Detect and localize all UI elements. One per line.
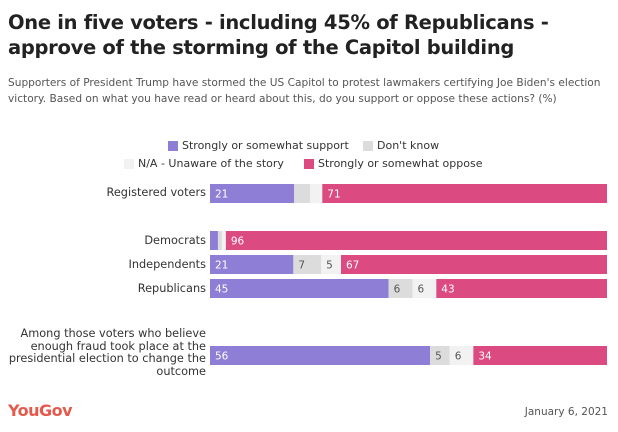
bar-support-0	[210, 184, 295, 203]
bar-oppose-1	[225, 231, 607, 250]
legend: Strongly or somewhat support Don't know …	[0, 138, 618, 172]
bar-na-1	[221, 231, 226, 250]
data-label-support-3: 45	[215, 284, 228, 296]
bar-dont-know-4	[430, 346, 450, 365]
bar-dont-know-0	[294, 184, 311, 203]
data-label-oppose-2: 67	[346, 260, 359, 272]
bar-support-1	[210, 231, 218, 250]
data-label-dont-know-3: 6	[394, 284, 401, 296]
publish-date: January 6, 2021	[524, 406, 608, 418]
data-label-oppose-4: 34	[478, 351, 492, 363]
legend-swatch-oppose	[304, 158, 314, 169]
category-label-registered-voters: Registered voters	[106, 186, 206, 199]
bar-support-2	[210, 255, 294, 274]
bar-dont-know-2	[293, 255, 322, 274]
data-label-support-2: 21	[215, 260, 228, 272]
yougov-logo: YouGov	[8, 401, 73, 420]
legend-label-na: N/A - Unaware of the story	[138, 157, 284, 170]
data-label-na-3: 6	[417, 284, 424, 296]
data-label-dont-know-4: 5	[435, 351, 442, 363]
chart-subtitle: Supporters of President Trump have storm…	[8, 77, 601, 105]
chart-title: One in five voters - including 45% of Re…	[8, 11, 549, 59]
bar-na-4	[449, 346, 474, 365]
bar-support-4	[210, 346, 431, 365]
bar-dont-know-3	[388, 279, 413, 298]
bar-na-2	[321, 255, 342, 274]
legend-label-dont-know: Don't know	[377, 139, 440, 152]
legend-label-support: Strongly or somewhat support	[182, 139, 349, 152]
data-label-oppose-1: 96	[231, 236, 245, 248]
legend-item-oppose: Strongly or somewhat oppose	[304, 157, 482, 170]
legend-item-dont-know: Don't know	[363, 139, 439, 152]
category-label-republicans: Republicans	[137, 282, 206, 295]
bar-support-3	[210, 279, 389, 298]
legend-swatch-na	[124, 158, 134, 169]
data-label-na-4: 6	[455, 351, 462, 363]
category-label-independents: Independents	[128, 258, 207, 271]
data-label-dont-know-2: 7	[298, 260, 305, 272]
data-label-oppose-0: 71	[327, 189, 340, 201]
legend-swatch-support	[168, 140, 178, 151]
bar-oppose-2	[341, 255, 607, 274]
legend-item-na: N/A - Unaware of the story	[124, 157, 284, 170]
bar-oppose-3	[436, 279, 607, 298]
legend-label-oppose: Strongly or somewhat oppose	[318, 157, 483, 170]
bar-oppose-4	[473, 346, 607, 365]
data-label-na-2: 5	[326, 260, 333, 272]
data-label-support-4: 56	[215, 351, 229, 363]
bar-na-3	[412, 279, 437, 298]
legend-swatch-dont-know	[363, 140, 373, 151]
bar-dont-know-1	[217, 231, 222, 250]
data-label-support-0: 21	[215, 189, 228, 201]
category-label-fraud-believers: Among those voters who believe enough fr…	[8, 327, 206, 378]
category-label-democrats: Democrats	[144, 234, 206, 247]
bar-oppose-0	[322, 184, 607, 203]
data-label-oppose-3: 43	[441, 284, 454, 296]
legend-item-support: Strongly or somewhat support	[168, 139, 349, 152]
bar-na-0	[310, 184, 323, 203]
